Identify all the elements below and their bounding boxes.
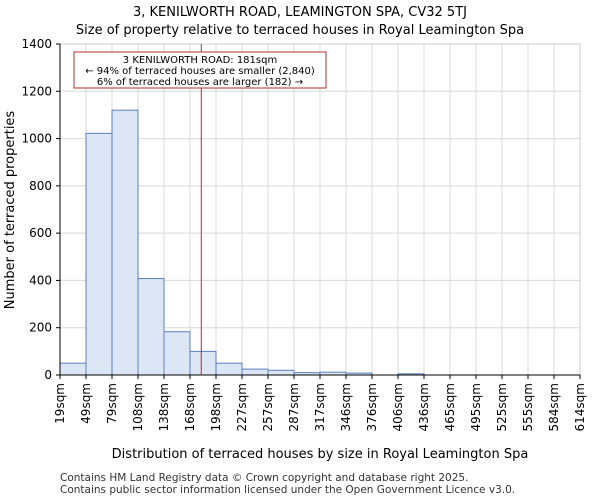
x-tick-label: 138sqm xyxy=(157,383,171,431)
y-tick-label: 400 xyxy=(29,273,52,287)
bar xyxy=(215,362,243,376)
x-tick-label: 406sqm xyxy=(391,383,405,431)
x-axis-label: Distribution of terraced houses by size … xyxy=(112,447,529,462)
x-tick-label: 257sqm xyxy=(261,383,275,431)
bar xyxy=(241,368,269,376)
bar xyxy=(111,109,139,376)
x-tick-label: 525sqm xyxy=(495,383,509,431)
x-tick-label: 346sqm xyxy=(339,383,353,431)
bar xyxy=(163,331,191,376)
x-tick-label: 465sqm xyxy=(443,383,457,431)
y-tick-label: 1200 xyxy=(21,84,52,98)
x-tick-labels: 19sqm 49sqm 79sqm 108sqm 138sqm 168sqm 198sqm 2… xyxy=(53,383,587,431)
chart-title: 3, KENILWORTH ROAD, LEAMINGTON SPA, CV32… xyxy=(133,5,467,20)
x-tick-label: 376sqm xyxy=(365,383,379,431)
x-tick-label: 317sqm xyxy=(313,383,327,431)
x-tick-label: 555sqm xyxy=(521,383,535,431)
x-tick-label: 287sqm xyxy=(287,383,301,431)
y-tick-label: 200 xyxy=(29,321,52,335)
x-tick-label: 168sqm xyxy=(183,383,197,431)
x-tick-label: 108sqm xyxy=(131,383,145,431)
property-marker: 3 KENILWORTH ROAD: 181sqm ← 94% of terra… xyxy=(73,44,327,375)
bars xyxy=(59,109,425,376)
y-tick-label: 0 xyxy=(44,368,52,382)
y-tick-label: 1000 xyxy=(21,132,52,146)
x-tick-label: 49sqm xyxy=(79,383,93,424)
bar xyxy=(137,278,165,376)
y-tick-label: 800 xyxy=(29,179,52,193)
annotation-box xyxy=(73,51,327,89)
bar xyxy=(85,132,113,376)
annotation-line-2: ← 94% of terraced houses are smaller (2,… xyxy=(85,66,315,77)
x-tick-label: 584sqm xyxy=(547,383,561,431)
y-tick-labels: 0 200 400 600 800 1000 1200 1400 xyxy=(21,37,52,382)
bar xyxy=(267,369,295,376)
y-tick-label: 600 xyxy=(29,226,52,240)
annotation-line-3: 6% of terraced houses are larger (182) → xyxy=(97,77,303,88)
footer-line-1: Contains HM Land Registry data © Crown c… xyxy=(60,472,468,484)
x-tick-label: 436sqm xyxy=(417,383,431,431)
y-tick-label: 1400 xyxy=(21,37,52,51)
annotation-line-1: 3 KENILWORTH ROAD: 181sqm xyxy=(123,55,277,66)
axes xyxy=(56,43,581,379)
footer-line-2: Contains public sector information licen… xyxy=(60,484,515,496)
x-tick-label: 227sqm xyxy=(235,383,249,431)
bar xyxy=(189,350,217,376)
x-tick-label: 495sqm xyxy=(469,383,483,431)
x-tick-label: 198sqm xyxy=(209,383,223,431)
bar xyxy=(59,362,87,376)
x-tick-label: 79sqm xyxy=(105,383,119,424)
y-axis-label: Number of terraced properties xyxy=(3,111,18,310)
x-tick-label: 614sqm xyxy=(573,383,587,431)
chart-subtitle: Size of property relative to terraced ho… xyxy=(76,23,524,38)
x-tick-label: 19sqm xyxy=(53,383,67,424)
